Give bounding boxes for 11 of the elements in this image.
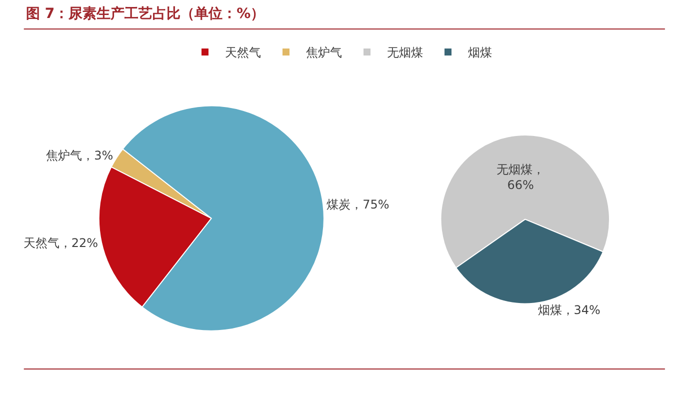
category-label: 焦炉气，3% <box>46 148 114 163</box>
legend-label: 无烟煤 <box>387 46 423 60</box>
category-label: 无烟煤， <box>496 162 545 177</box>
slice-label: 煤炭，75% <box>326 198 390 212</box>
legend-label: 焦炉气 <box>306 46 342 60</box>
category-label: 烟煤，34% <box>538 303 600 318</box>
legend-label: 天然气 <box>225 46 261 60</box>
chart-title: 图 7：尿素生产工艺占比（单位：%） <box>26 5 265 22</box>
category-label: 天然气，22% <box>23 236 98 250</box>
text: 66% <box>507 178 534 192</box>
legend-label: 烟煤 <box>468 46 492 60</box>
